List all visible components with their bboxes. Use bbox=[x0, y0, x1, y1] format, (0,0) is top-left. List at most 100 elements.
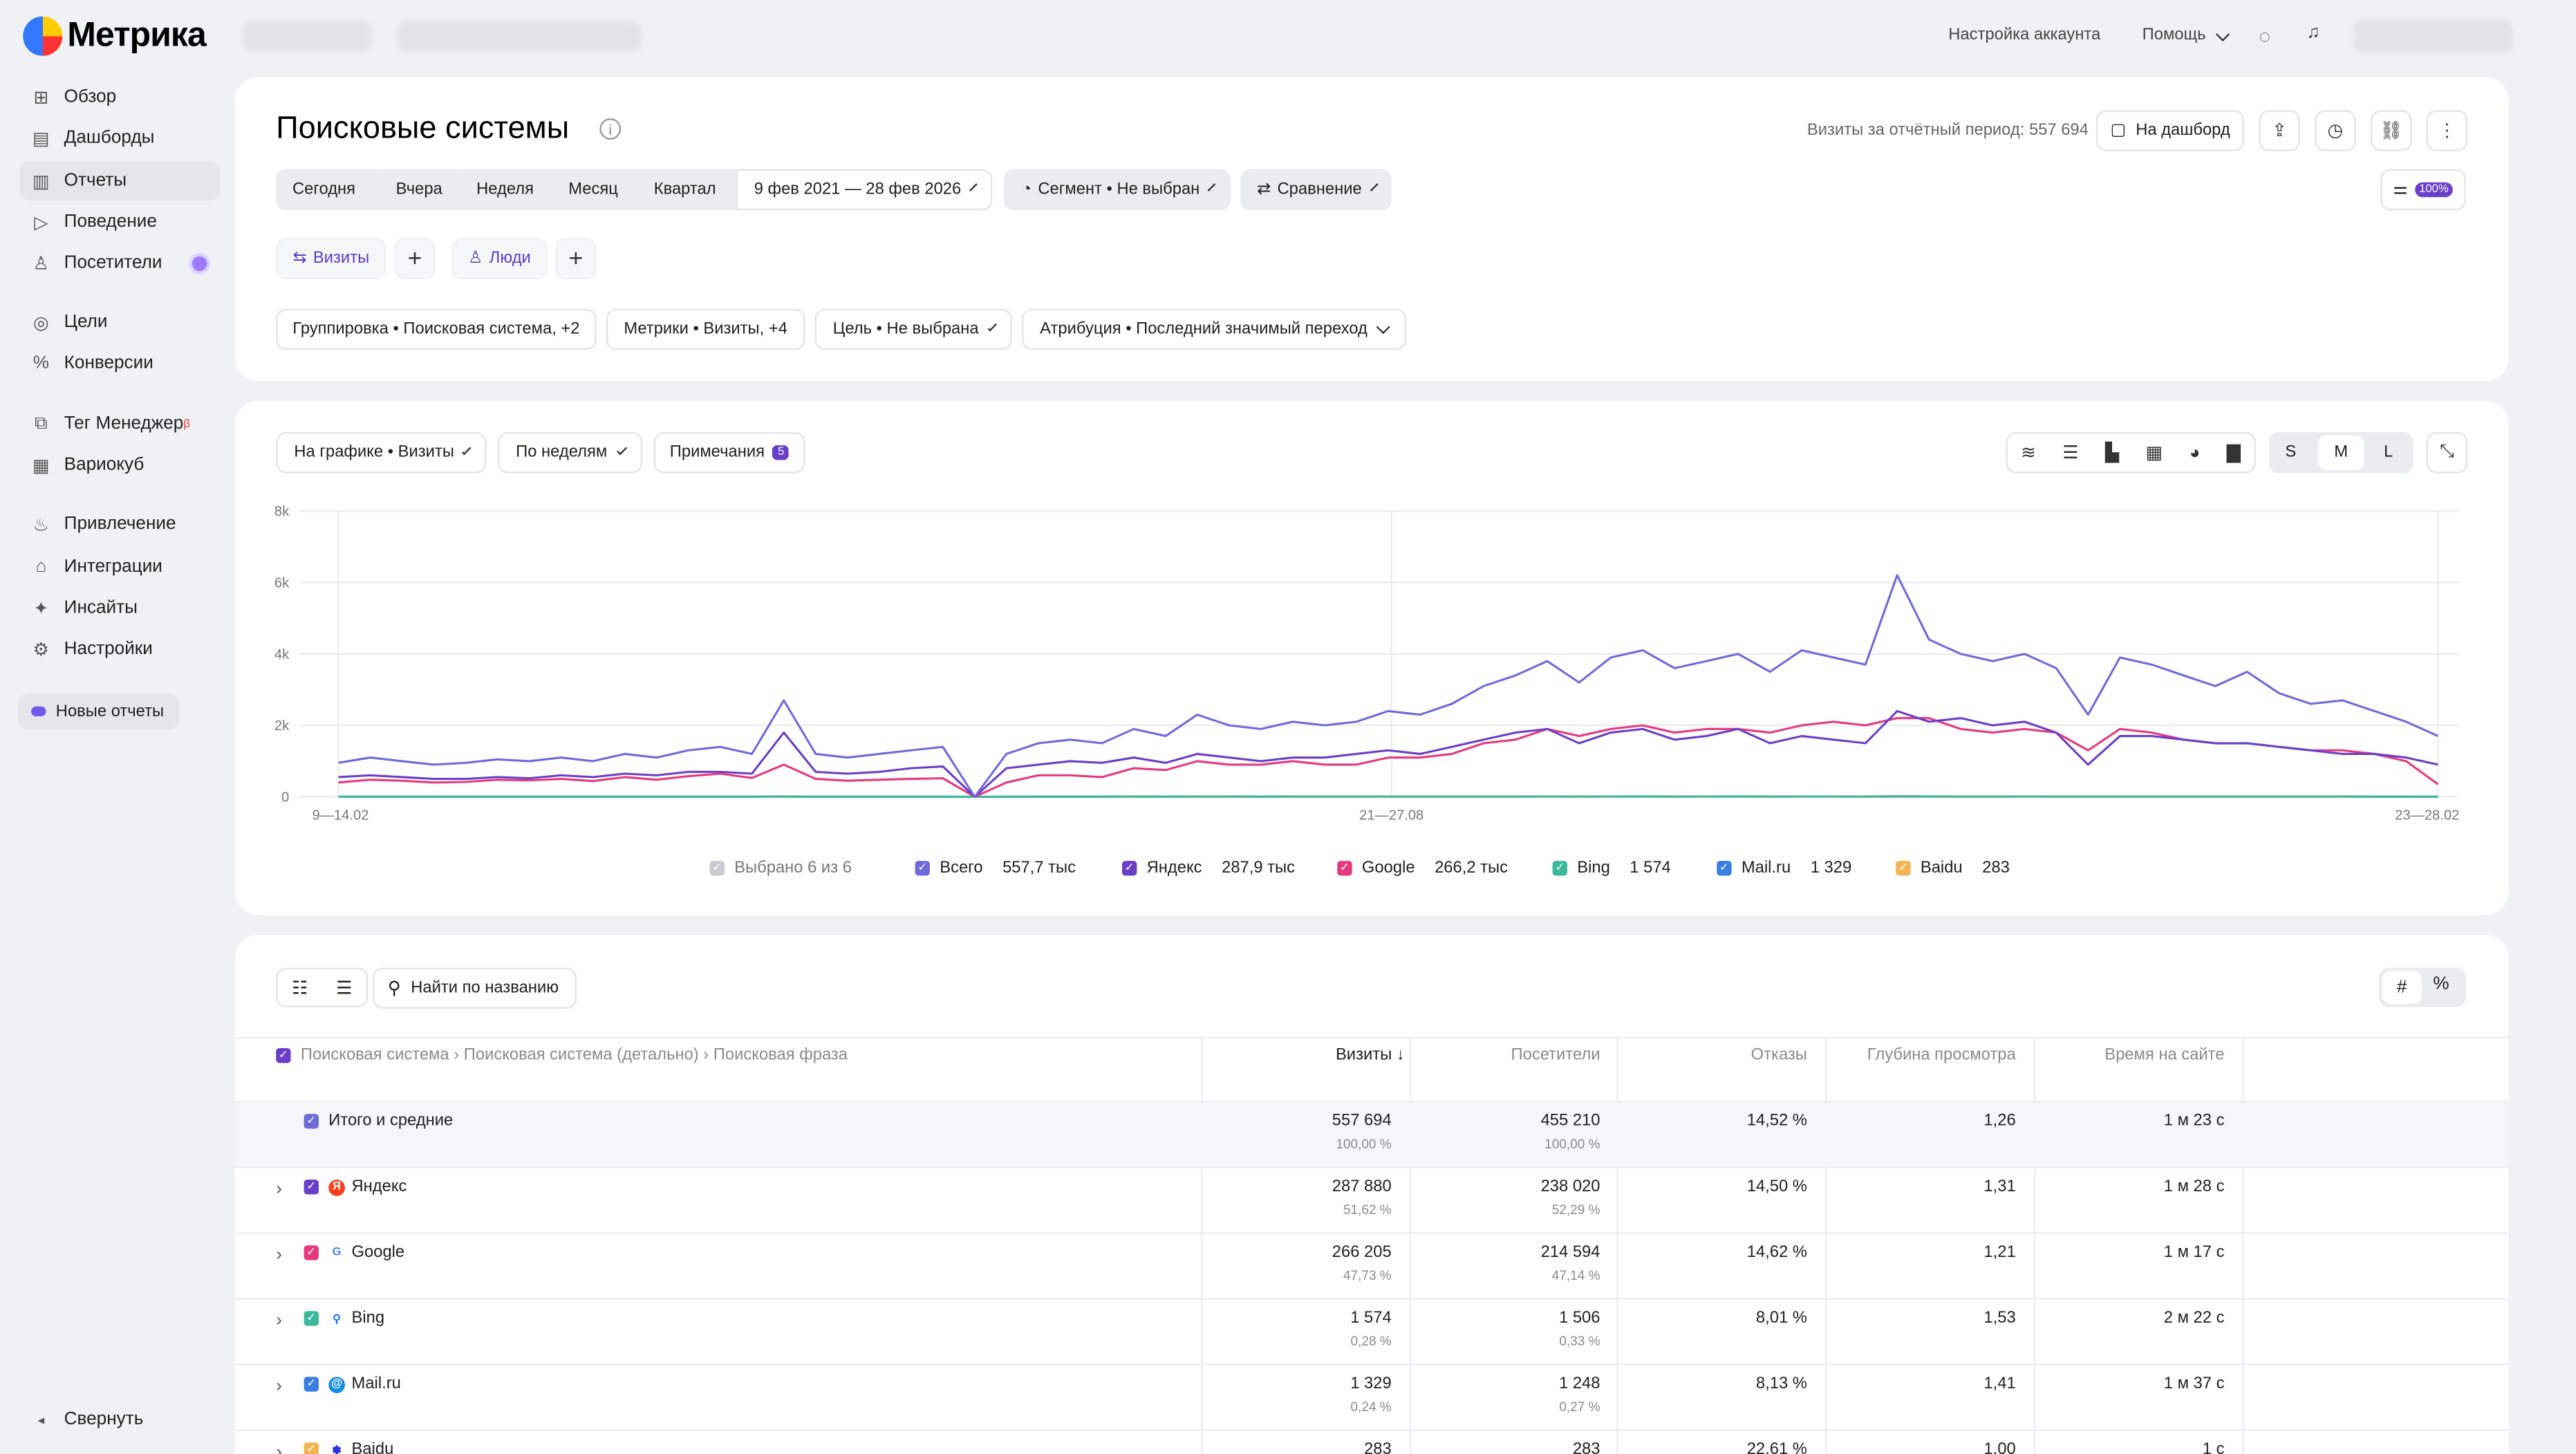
bar-chart-icon[interactable]: ▙ bbox=[2105, 443, 2120, 464]
tab-people[interactable]: ♙ Люди bbox=[451, 238, 548, 279]
legend-item-yandex[interactable]: ✓ Яндекс 287,9 тыс bbox=[1121, 859, 1295, 877]
period-week[interactable]: Неделя bbox=[460, 169, 552, 211]
legend-item-total[interactable]: ✓ Всего 557,7 тыс bbox=[915, 859, 1076, 877]
attribution-filter[interactable]: Атрибуция • Последний значимый переход bbox=[1022, 308, 1407, 351]
add-visits-button[interactable]: + bbox=[394, 238, 436, 279]
legend-item-baidu[interactable]: ✓ Baidu 283 bbox=[1896, 859, 2010, 877]
total-bounce: 14,52 % bbox=[1746, 1112, 1807, 1130]
checkbox-icon[interactable]: ✓ bbox=[276, 1048, 291, 1063]
date-range-picker[interactable]: 9 фев 2021 — 28 фев 2026 bbox=[736, 169, 993, 211]
sidebar-item-goals[interactable]: ◎ Цели bbox=[20, 302, 221, 342]
size-l[interactable]: L bbox=[2383, 443, 2393, 462]
period-quarter[interactable]: Квартал bbox=[637, 169, 736, 211]
col-bounce[interactable]: Отказы bbox=[1751, 1046, 1807, 1065]
sidebar-item-tag-manager[interactable]: ⧉ Тег Менеджер β bbox=[20, 404, 221, 444]
col-time[interactable]: Время на сайте bbox=[2104, 1046, 2225, 1065]
legend-item-bing[interactable]: ✓ Bing 1 574 bbox=[1552, 859, 1671, 877]
sidebar-item-insights[interactable]: ✦ Инсайты bbox=[20, 588, 221, 628]
percent-icon[interactable]: % bbox=[2433, 974, 2449, 994]
bell-icon[interactable]: ♫ bbox=[2306, 23, 2320, 43]
sidebar-item-conversions[interactable]: % Конверсии bbox=[20, 344, 221, 383]
table-row[interactable] bbox=[234, 1298, 2509, 1363]
checkbox-icon[interactable]: ✓ bbox=[304, 1114, 319, 1129]
col-visits[interactable]: Визиты ↓ bbox=[1335, 1046, 1405, 1065]
collapse-sidebar-button[interactable]: ◂ Свернуть bbox=[20, 1400, 221, 1439]
add-people-button[interactable]: + bbox=[555, 238, 597, 279]
expand-chevron-icon[interactable]: › bbox=[276, 1311, 282, 1331]
table-row[interactable] bbox=[234, 1166, 2509, 1232]
legend-name: Google bbox=[1361, 859, 1415, 877]
table-row[interactable] bbox=[234, 1232, 2509, 1298]
expand-chevron-icon[interactable]: › bbox=[276, 1245, 282, 1265]
legend-selected[interactable]: ✓ Выбрано 6 из 6 bbox=[709, 859, 852, 877]
goal-filter[interactable]: Цель • Не выбрана bbox=[814, 308, 1012, 351]
size-m[interactable]: M bbox=[2317, 435, 2364, 470]
period-month[interactable]: Месяц bbox=[552, 169, 637, 211]
grouping-filter[interactable]: Группировка • Поисковая система, +2 bbox=[276, 308, 597, 351]
expand-chevron-icon[interactable]: › bbox=[276, 1180, 282, 1200]
checkbox-icon[interactable]: ✓ bbox=[304, 1377, 319, 1392]
table-row[interactable] bbox=[234, 1363, 2509, 1429]
metrics-filter[interactable]: Метрики • Визиты, +4 bbox=[606, 308, 805, 351]
y-tick-label: 0 bbox=[281, 790, 289, 805]
column-chart-icon[interactable]: ▇ bbox=[2226, 443, 2241, 464]
x-tick-label: 23—28.02 bbox=[2395, 808, 2459, 823]
sidebar-item-dashboards[interactable]: ▤ Дашборды bbox=[20, 118, 221, 158]
hash-icon[interactable]: # bbox=[2382, 971, 2422, 1004]
chart-card bbox=[234, 400, 2509, 915]
account-settings-link[interactable]: Настройка аккаунта bbox=[1948, 26, 2101, 45]
col-visitors[interactable]: Посетители bbox=[1511, 1046, 1600, 1065]
sidebar-item-integrations[interactable]: ⌂ Интеграции bbox=[20, 547, 221, 586]
sidebar-item-overview[interactable]: ⊞ Обзор bbox=[20, 77, 221, 117]
chat-icon[interactable]: ◌ bbox=[2259, 24, 2271, 48]
line-chart-icon[interactable]: ≋ bbox=[2020, 443, 2036, 464]
logo[interactable]: Метрика bbox=[23, 16, 207, 56]
more-vertical-icon[interactable]: ⋮ bbox=[2426, 110, 2468, 151]
home-icon: ⌂ bbox=[35, 557, 47, 577]
sampling-button[interactable]: ⚌ 100% bbox=[2380, 169, 2466, 211]
pie-chart-icon[interactable]: ◕ bbox=[2189, 442, 2201, 463]
compare-dropdown[interactable]: ⇄ Сравнение bbox=[1240, 169, 1392, 211]
period-yesterday[interactable]: Вчера bbox=[379, 169, 460, 211]
new-reports-toggle[interactable]: Новые отчеты bbox=[18, 693, 180, 730]
help-menu[interactable]: Помощь bbox=[2143, 26, 2230, 44]
row-label-cell: ✓ Я Яндекс bbox=[304, 1178, 407, 1196]
tree-view-icon[interactable]: ☰ bbox=[336, 978, 353, 998]
sidebar-item-variocube[interactable]: ▦ Вариокуб bbox=[20, 445, 221, 485]
checkbox-icon[interactable]: ✓ bbox=[304, 1245, 319, 1260]
period-today[interactable]: Сегодня bbox=[276, 169, 380, 211]
col-depth[interactable]: Глубина просмотра bbox=[1867, 1046, 2016, 1065]
expand-chevron-icon[interactable]: › bbox=[276, 1377, 282, 1397]
sidebar-item-behavior[interactable]: ▷ Поведение bbox=[20, 202, 221, 241]
search-input[interactable]: ⚲ Найти по названию bbox=[373, 967, 577, 1009]
history-clock-icon[interactable]: ◷ bbox=[2315, 110, 2356, 151]
to-dashboard-button[interactable]: ▢ На дашборд bbox=[2096, 110, 2244, 151]
checkbox-icon[interactable]: ✓ bbox=[304, 1442, 319, 1454]
dimension-header[interactable]: ✓ Поисковая система › Поисковая система (… bbox=[276, 1047, 848, 1065]
link-icon[interactable]: ⛓ bbox=[2370, 110, 2412, 151]
expand-chevron-icon[interactable]: › bbox=[276, 1442, 282, 1454]
legend-item-mailru[interactable]: ✓ Mail.ru 1 329 bbox=[1717, 859, 1851, 877]
sidebar-item-settings[interactable]: ⚙ Настройки bbox=[20, 629, 221, 669]
table-row[interactable] bbox=[234, 1429, 2509, 1454]
info-icon[interactable]: i bbox=[599, 118, 622, 140]
tab-visits[interactable]: ⇆ Визиты bbox=[276, 238, 386, 279]
sidebar-item-visitors[interactable]: ♙ Посетители bbox=[20, 243, 221, 283]
yandex-icon: Я bbox=[328, 1178, 346, 1195]
notes-button[interactable]: Примечания 5 bbox=[653, 431, 805, 474]
visits-icon: ⇆ bbox=[292, 250, 307, 268]
checkbox-icon[interactable]: ✓ bbox=[304, 1180, 319, 1195]
on-chart-dropdown[interactable]: На графике • Визиты bbox=[276, 431, 487, 474]
checkbox-icon[interactable]: ✓ bbox=[304, 1311, 319, 1326]
stacked-bar-icon[interactable]: ▦ bbox=[2145, 443, 2163, 464]
stacked-area-icon[interactable]: ☰ bbox=[2062, 443, 2079, 464]
collapse-chart-icon[interactable]: ⤡ bbox=[2426, 431, 2468, 474]
size-s[interactable]: S bbox=[2285, 443, 2297, 462]
by-period-dropdown[interactable]: По неделям bbox=[498, 431, 643, 474]
sidebar-item-acquisition[interactable]: ♨ Привлечение bbox=[20, 505, 221, 544]
export-icon[interactable]: ⇪ bbox=[2259, 110, 2300, 151]
legend-item-google[interactable]: ✓ Google 266,2 тыс bbox=[1337, 859, 1508, 877]
list-view-icon[interactable]: ☷ bbox=[291, 978, 308, 998]
sidebar-item-reports[interactable]: ▥ Отчеты bbox=[19, 160, 221, 201]
segment-dropdown[interactable]: ◔ Сегмент • Не выбран bbox=[1003, 169, 1231, 211]
